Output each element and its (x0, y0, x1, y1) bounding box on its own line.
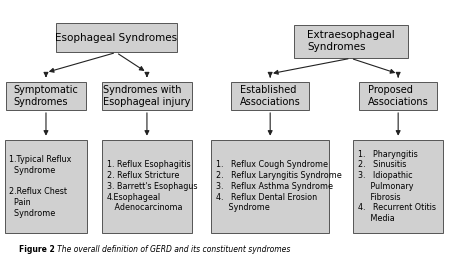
Text: The overall definition of GERD and its constituent syndromes: The overall definition of GERD and its c… (50, 245, 290, 254)
Text: 1.   Pharyngitis
2.   Sinusitis
3.   Idiopathic
     Pulmonary
     Fibrosis
4. : 1. Pharyngitis 2. Sinusitis 3. Idiopathi… (358, 150, 436, 223)
FancyBboxPatch shape (102, 82, 192, 110)
FancyBboxPatch shape (359, 82, 437, 110)
Text: Established
Associations: Established Associations (240, 85, 301, 107)
FancyBboxPatch shape (6, 82, 86, 110)
FancyBboxPatch shape (211, 140, 329, 233)
FancyBboxPatch shape (102, 140, 192, 233)
Text: Syndromes with
Esophageal injury: Syndromes with Esophageal injury (103, 85, 191, 107)
FancyBboxPatch shape (56, 23, 176, 52)
FancyBboxPatch shape (353, 140, 443, 233)
FancyBboxPatch shape (294, 25, 408, 58)
Text: Symptomatic
Syndromes: Symptomatic Syndromes (14, 85, 78, 107)
Text: 1.   Reflux Cough Syndrome
2.   Reflux Laryngitis Syndrome
3.   Reflux Asthma Sy: 1. Reflux Cough Syndrome 2. Reflux Laryn… (216, 161, 341, 212)
Text: Extraesophageal
Syndromes: Extraesophageal Syndromes (307, 31, 395, 52)
FancyBboxPatch shape (5, 140, 87, 233)
FancyBboxPatch shape (231, 82, 309, 110)
Text: 1. Reflux Esophagitis
2. Reflux Stricture
3. Barrett's Esophagus
4.Esophageal
  : 1. Reflux Esophagitis 2. Reflux Strictur… (107, 161, 197, 212)
Text: Esophageal Syndromes: Esophageal Syndromes (55, 33, 177, 42)
Text: 1.Typical Reflux
  Syndrome

2.Reflux Chest
  Pain
  Syndrome: 1.Typical Reflux Syndrome 2.Reflux Chest… (9, 155, 72, 218)
Text: Figure 2: Figure 2 (19, 245, 55, 254)
Text: Proposed
Associations: Proposed Associations (368, 85, 428, 107)
